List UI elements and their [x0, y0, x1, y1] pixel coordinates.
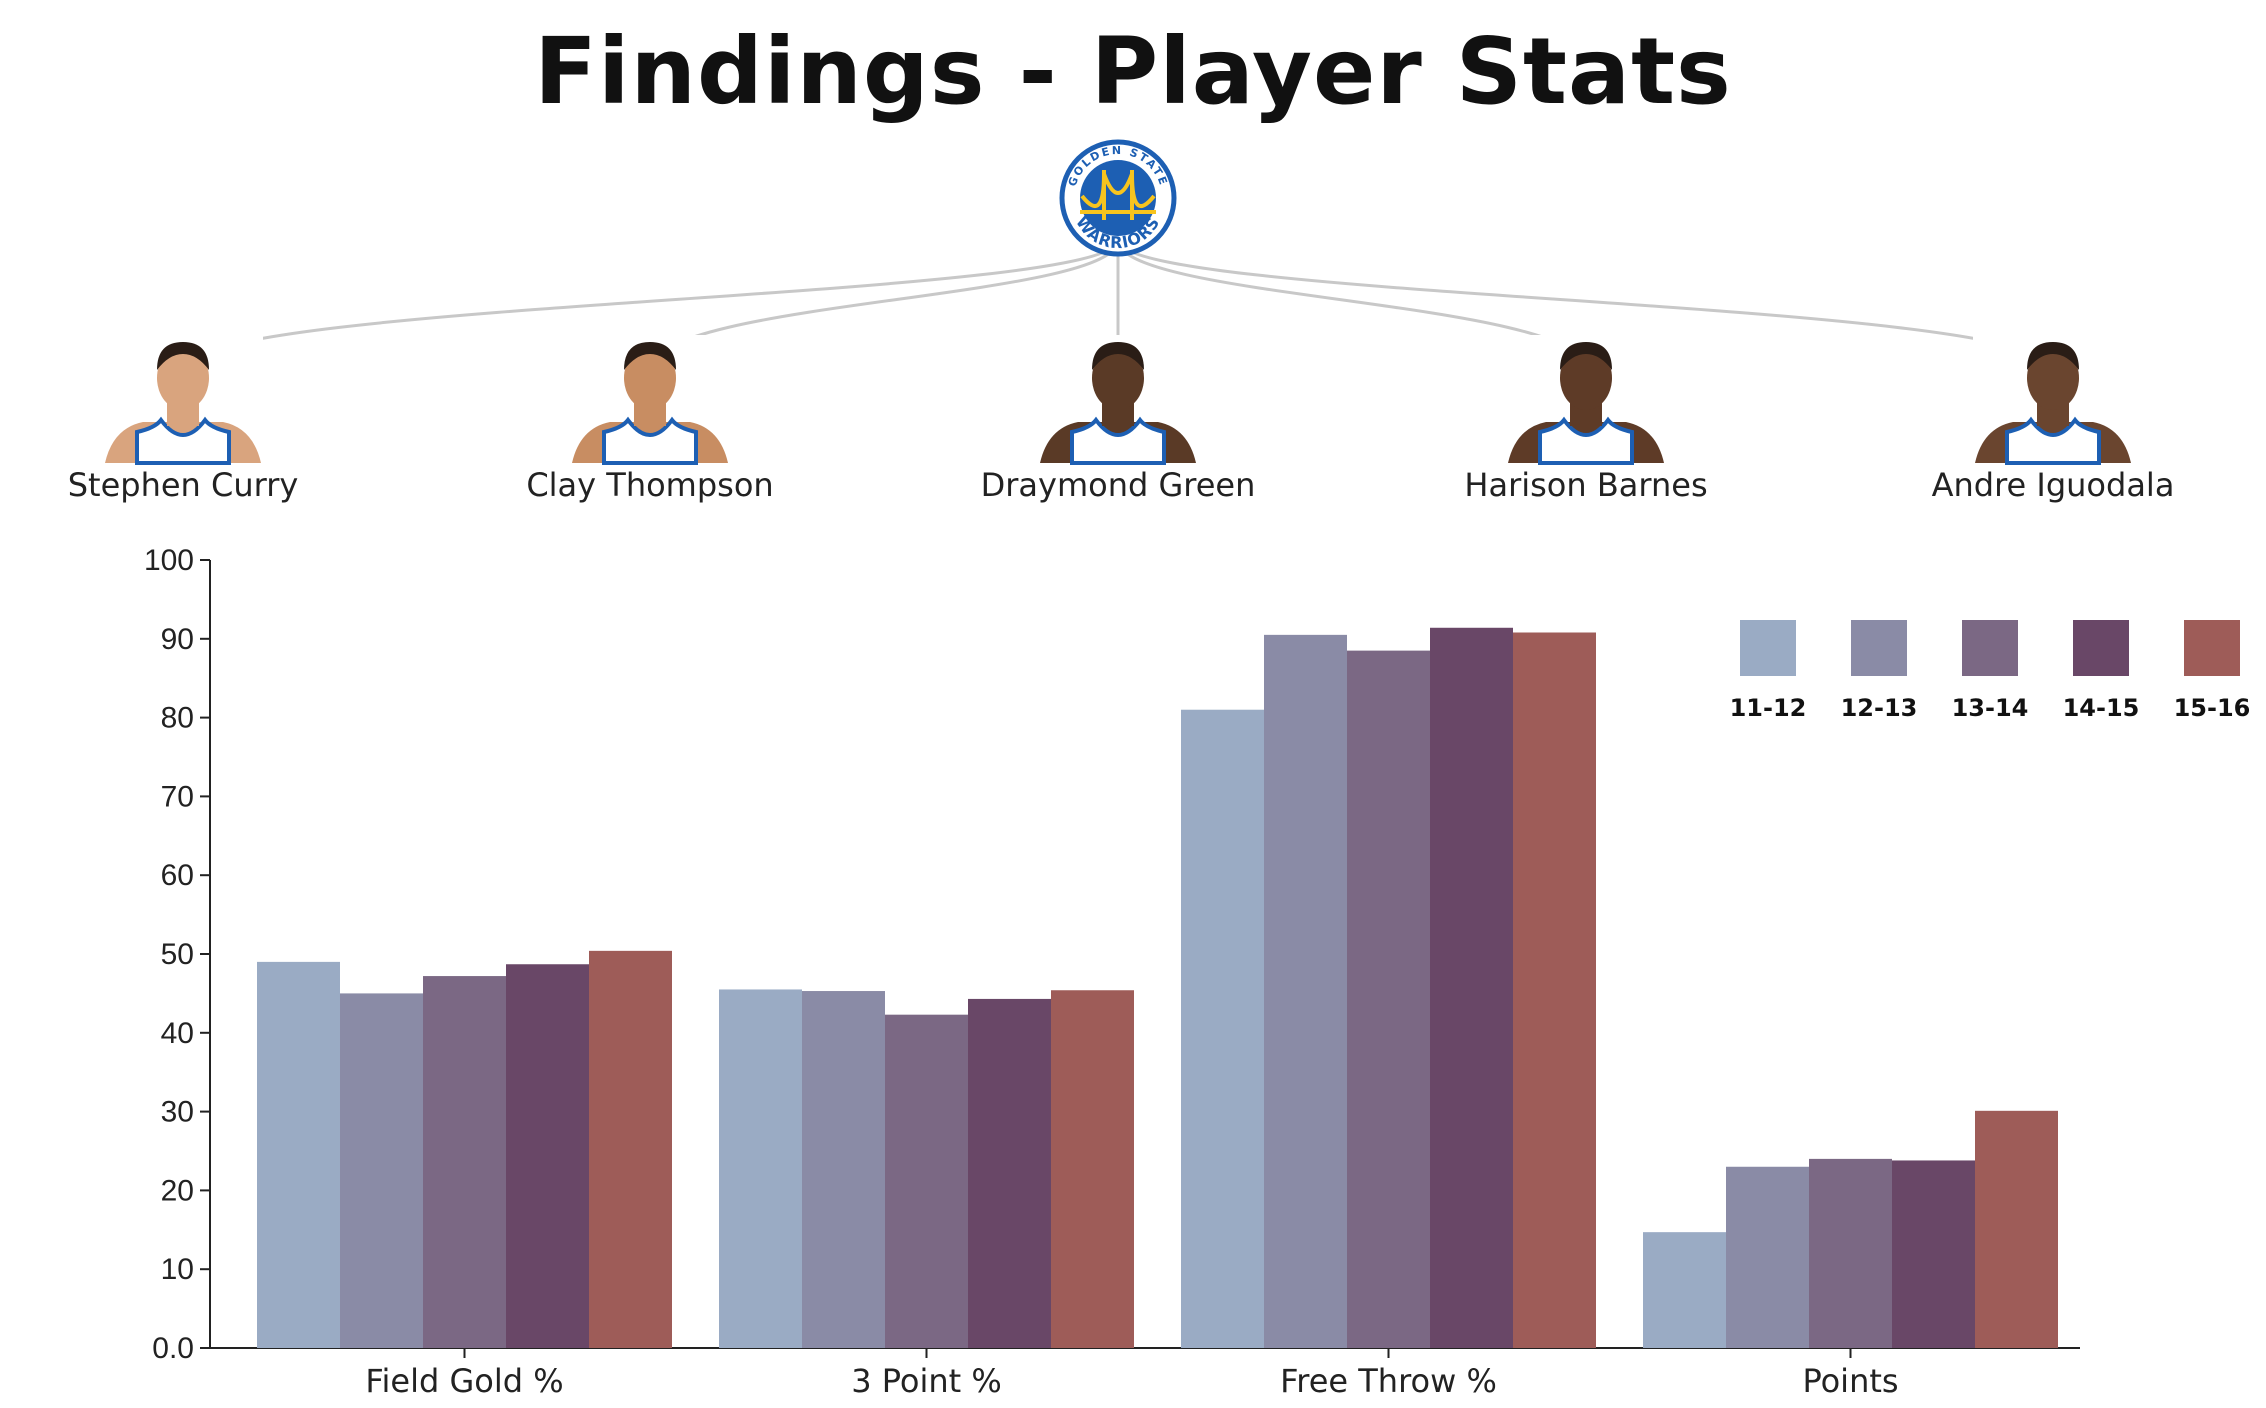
bar: [1347, 650, 1430, 1348]
bar: [589, 950, 672, 1348]
bar: [506, 964, 589, 1348]
player-headshot-icon: [103, 335, 263, 465]
bar: [1181, 709, 1264, 1348]
legend-label: 13-14: [1952, 694, 2029, 722]
bar: [257, 961, 340, 1348]
bar: [968, 998, 1051, 1348]
y-tick-label: 80: [161, 702, 194, 735]
bar: [1643, 1232, 1726, 1348]
tree-players: Stephen Curry Clay Thompson Draymond Green…: [68, 335, 2175, 504]
bar-chart: 0.0 10 20 30 40 50 60 70 80 90 100 Field Gold % 3 P…: [144, 544, 2251, 1400]
x-axis: Field Gold % 3 Point % Free Throw % Points: [210, 1347, 2080, 1400]
x-tick-label: Points: [1802, 1362, 1898, 1400]
bar: [340, 993, 423, 1348]
bar: [1892, 1160, 1975, 1348]
y-tick-label: 30: [161, 1096, 194, 1129]
legend-swatch: [1851, 620, 1907, 676]
bar: [1430, 627, 1513, 1348]
player-node: Draymond Green: [981, 335, 1256, 504]
page-title: Findings - Player Stats: [534, 18, 1732, 125]
y-tick-label: 60: [161, 859, 194, 892]
x-tick-label: Field Gold %: [365, 1362, 563, 1400]
legend-swatch: [1962, 620, 2018, 676]
y-tick-label: 20: [161, 1174, 194, 1207]
y-tick-label: 70: [161, 780, 194, 813]
y-tick-label: 90: [161, 623, 194, 656]
bar: [719, 989, 802, 1348]
player-name: Draymond Green: [981, 466, 1256, 504]
bar: [1513, 632, 1596, 1348]
bar: [1809, 1158, 1892, 1348]
player-headshot-icon: [1506, 335, 1666, 465]
legend-swatch: [2073, 620, 2129, 676]
y-tick-label: 50: [161, 938, 194, 971]
player-node: Stephen Curry: [68, 335, 299, 504]
bar: [423, 976, 506, 1348]
player-headshot-icon: [1973, 335, 2133, 465]
y-axis: 0.0 10 20 30 40 50 60 70 80 90 100: [144, 544, 211, 1365]
bar: [1264, 634, 1347, 1348]
bar: [1726, 1166, 1809, 1348]
bar: [1051, 990, 1134, 1348]
legend-swatch: [2184, 620, 2240, 676]
player-node: Clay Thompson: [526, 335, 774, 504]
player-name: Stephen Curry: [68, 466, 299, 504]
player-headshot-icon: [1038, 335, 1198, 465]
bar: [802, 991, 885, 1348]
player-node: Harison Barnes: [1464, 335, 1708, 504]
legend-label: 12-13: [1841, 694, 1918, 722]
player-node: Andre Iguodala: [1932, 335, 2175, 504]
bars: [257, 627, 2058, 1348]
logo-inner-disc: [1080, 160, 1156, 236]
player-headshot-icon: [570, 335, 730, 465]
legend-label: 14-15: [2063, 694, 2140, 722]
y-tick-label: 40: [161, 1017, 194, 1050]
golden-gate-bridge-icon: [1080, 170, 1156, 220]
y-tick-label: 0.0: [152, 1332, 194, 1365]
legend: 11-12 12-13 13-14 14-15 15-16: [1730, 620, 2251, 722]
bar: [885, 1014, 968, 1348]
player-name: Clay Thompson: [526, 466, 773, 504]
player-name: Harison Barnes: [1464, 466, 1707, 504]
y-tick-label: 10: [161, 1253, 194, 1286]
player-tree: GOLDEN STATE WARRIORS Stephen Curry Clay …: [68, 139, 2175, 504]
team-logo: GOLDEN STATE WARRIORS: [1059, 139, 1177, 257]
legend-label: 15-16: [2174, 694, 2251, 722]
y-tick-label: 100: [144, 544, 194, 577]
x-tick-label: Free Throw %: [1280, 1362, 1497, 1400]
bar: [1975, 1110, 2058, 1348]
legend-swatch: [1740, 620, 1796, 676]
player-name: Andre Iguodala: [1932, 466, 2175, 504]
legend-label: 11-12: [1730, 694, 1807, 722]
x-tick-label: 3 Point %: [851, 1362, 1002, 1400]
